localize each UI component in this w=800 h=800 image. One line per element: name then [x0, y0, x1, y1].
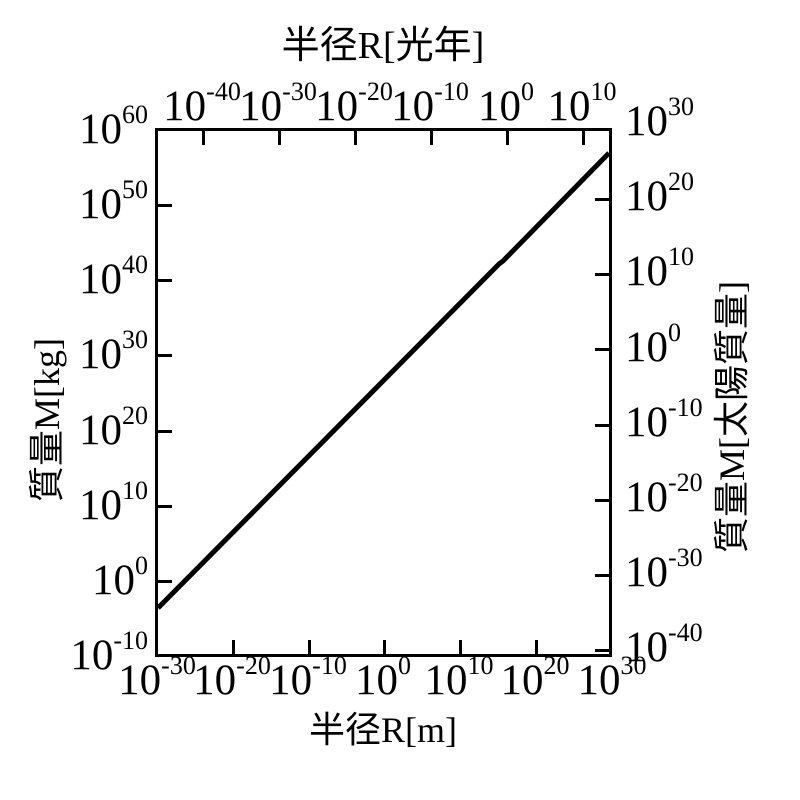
- bottom-axis-tick: [535, 640, 538, 654]
- right-axis-tick: [595, 198, 609, 201]
- top-axis-tick: [582, 131, 585, 145]
- bottom-tick-label: 1020: [500, 651, 570, 704]
- top-tick-label: 1010: [547, 77, 617, 130]
- data-line-svg: [156, 151, 611, 610]
- right-axis-title: 質量M[太陽質量]: [712, 281, 752, 553]
- right-tick-label: 1020: [625, 167, 694, 220]
- bottom-axis-tick: [308, 640, 311, 654]
- left-tick-label: 1060: [79, 100, 148, 153]
- right-axis-tick: [595, 348, 609, 351]
- left-tick-label: 1040: [79, 250, 148, 303]
- left-tick-label: 1050: [79, 175, 148, 228]
- left-axis-tick: [158, 430, 172, 433]
- bottom-axis-tick: [383, 640, 386, 654]
- left-axis-tick: [158, 505, 172, 508]
- bottom-axis-tick: [232, 640, 235, 654]
- right-axis-tick: [595, 574, 609, 577]
- bottom-tick-label: 10-30: [118, 651, 196, 704]
- top-tick-label: 100: [478, 77, 534, 130]
- top-tick-label: 10-40: [163, 77, 241, 130]
- top-axis-tick: [278, 131, 281, 145]
- bottom-axis-title: 半径R[m]: [309, 710, 457, 750]
- top-tick-label: 10-10: [391, 77, 469, 130]
- right-axis-tick: [595, 273, 609, 276]
- right-tick-label: 10-20: [625, 468, 703, 521]
- left-axis-tick: [158, 580, 172, 583]
- right-tick-label: 100: [625, 318, 681, 371]
- plot-area: [155, 128, 612, 657]
- right-axis-tick: [595, 499, 609, 502]
- top-axis-tick: [430, 131, 433, 145]
- right-axis-tick: [595, 649, 609, 652]
- top-axis-tick: [354, 131, 357, 145]
- bottom-tick-label: 100: [355, 651, 411, 704]
- right-tick-label: 10-10: [625, 393, 703, 446]
- bottom-tick-label: 1030: [577, 651, 647, 704]
- left-tick-label: 1030: [79, 325, 148, 378]
- left-axis-tick: [158, 279, 172, 282]
- left-tick-label: 10-10: [70, 626, 148, 679]
- left-tick-label: 1010: [79, 476, 148, 529]
- left-axis-tick: [158, 354, 172, 357]
- right-tick-label: 1030: [625, 92, 694, 145]
- top-tick-label: 10-20: [315, 77, 393, 130]
- right-tick-label: 1010: [625, 242, 694, 295]
- left-tick-label: 100: [92, 551, 148, 604]
- right-tick-label: 10-30: [625, 543, 703, 596]
- bottom-tick-label: 10-20: [193, 651, 271, 704]
- bottom-tick-label: 1010: [424, 651, 494, 704]
- top-axis-tick: [202, 131, 205, 145]
- left-tick-label: 1020: [79, 401, 148, 454]
- right-tick-label: 10-40: [625, 618, 703, 671]
- bottom-axis-tick: [459, 640, 462, 654]
- left-axis-tick: [158, 204, 172, 207]
- right-axis-tick: [595, 424, 609, 427]
- bottom-tick-label: 10-10: [269, 651, 347, 704]
- mass-radius-line: [156, 151, 611, 610]
- top-axis-tick: [506, 131, 509, 145]
- top-tick-label: 10-30: [239, 77, 317, 130]
- top-axis-title: 半径R[光年]: [281, 25, 485, 67]
